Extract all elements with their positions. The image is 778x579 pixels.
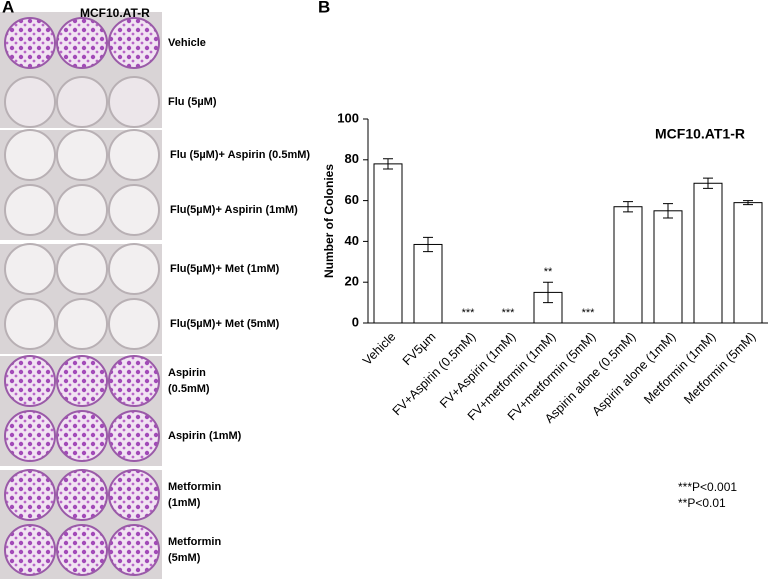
significance: ** [544,266,553,278]
well [56,410,108,462]
error-bar [703,177,713,189]
y-tick-label: 80 [345,151,359,166]
chart: 0 20 40 60 80 100 Number of Colonies MCF10.AT1-… [322,110,768,510]
well [4,243,56,295]
x-tick-label: FV5µm [400,330,439,369]
row-label: Metformin [168,536,221,548]
error-bar [383,158,393,170]
error-bar [663,203,673,219]
panel-label: A [2,0,14,16]
bar [413,243,443,324]
error-bar [623,201,633,213]
well [4,76,56,128]
well [56,184,108,236]
row-label: (5mM) [168,552,201,564]
y-tick-label: 60 [345,192,359,207]
well [108,298,160,350]
well [4,410,56,462]
y-axis-label: Number of Colonies [322,164,336,278]
well [108,469,160,521]
row-label: Metformin [168,481,221,493]
well [4,17,56,69]
bar [653,210,683,324]
y-tick-label: 40 [345,233,359,248]
error-bar [743,200,753,206]
panel-a: Vehicle Flu (5µM) Flu (5µM)+ Aspirin (0.5m… [0,12,310,579]
well [108,243,160,295]
significance: *** [582,307,596,319]
well [108,17,160,69]
well [56,129,108,181]
row-label: (1mM) [168,497,201,509]
error-bar [543,281,553,304]
row-label: Flu (5µM) [168,96,217,108]
well [108,355,160,407]
row-label: Flu (5µM)+ Aspirin (0.5mM) [170,149,310,161]
bar [373,163,403,324]
y-tick-label: 100 [337,110,359,125]
x-tick-label: Metformin (5mM) [681,330,758,407]
well [4,184,56,236]
well [4,469,56,521]
panel-label: B [318,0,330,16]
well [108,410,160,462]
row-label: Flu(5µM)+ Met (5mM) [170,318,280,330]
bar [613,206,643,324]
significance: *** [462,307,476,319]
well [56,298,108,350]
significance: *** [502,307,516,319]
well [108,524,160,576]
bar [733,202,763,324]
row-label: (0.5mM) [168,383,210,395]
well [56,469,108,521]
row-label: Flu(5µM)+ Met (1mM) [170,263,280,275]
well [4,524,56,576]
y-tick-label: 20 [345,274,359,289]
well [4,129,56,181]
row-label: Aspirin [168,367,206,379]
well [56,17,108,69]
footnote: **P<0.01 [678,496,726,510]
panel-title: MCF10.AT-R [80,6,150,20]
x-tick-label: Metformin (1mM) [641,330,718,407]
row-label: Flu(5µM)+ Aspirin (1mM) [170,204,298,216]
y-tick-label: 0 [352,314,359,329]
bar [693,182,723,324]
well [56,524,108,576]
error-bar [423,236,433,253]
x-tick-label: Vehicle [360,330,398,368]
row-label: Aspirin (1mM) [168,430,242,442]
well [108,184,160,236]
well [4,298,56,350]
well [108,129,160,181]
chart-title: MCF10.AT1-R [655,126,745,142]
well [108,76,160,128]
well [56,243,108,295]
well [56,355,108,407]
footnote: ***P<0.001 [678,480,737,494]
well [4,355,56,407]
well [56,76,108,128]
row-label: Vehicle [168,37,206,49]
x-tick-label: FV+Aspirin (1mM) [437,330,518,411]
